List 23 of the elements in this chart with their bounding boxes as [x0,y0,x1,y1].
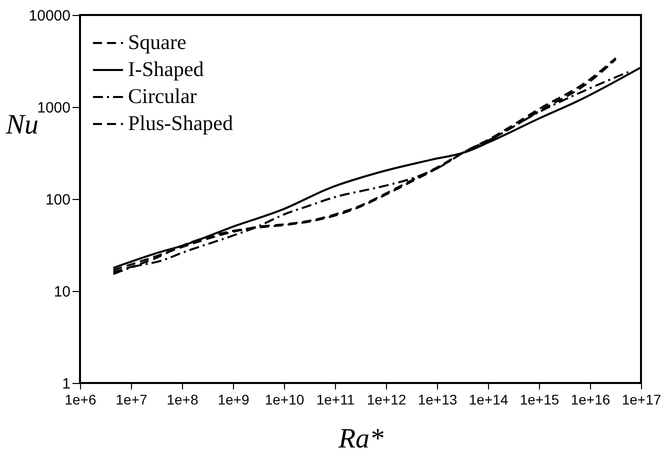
x-tick-label: 1e+12 [366,392,406,408]
x-tick-label: 1e+7 [116,392,148,408]
x-tick-label: 1e+8 [166,392,198,408]
x-tick-label: 1e+14 [468,392,508,408]
y-axis-title: Nu [4,110,38,140]
legend-label: Square [128,30,186,54]
x-tick-label: 1e+11 [316,392,355,408]
x-tick-label: 1e+17 [622,392,662,408]
legend-label: I-Shaped [128,57,204,81]
y-tick-label: 1 [62,376,70,392]
x-tick-label: 1e+10 [264,392,304,408]
x-tick-label: 1e+16 [570,392,610,408]
x-tick-label: 1e+13 [418,392,458,408]
y-tick-label: 10000 [28,8,70,24]
y-tick-label: 1000 [37,100,70,116]
x-axis-title: Ra* [337,424,384,454]
y-tick-label: 10 [54,284,70,300]
x-tick-label: 1e+15 [520,392,560,408]
legend-label: Plus-Shaped [128,111,234,135]
y-tick-label: 100 [45,192,70,208]
legend-label: Circular [128,84,197,108]
x-tick-label: 1e+6 [64,392,96,408]
x-tick-label: 1e+9 [218,392,250,408]
